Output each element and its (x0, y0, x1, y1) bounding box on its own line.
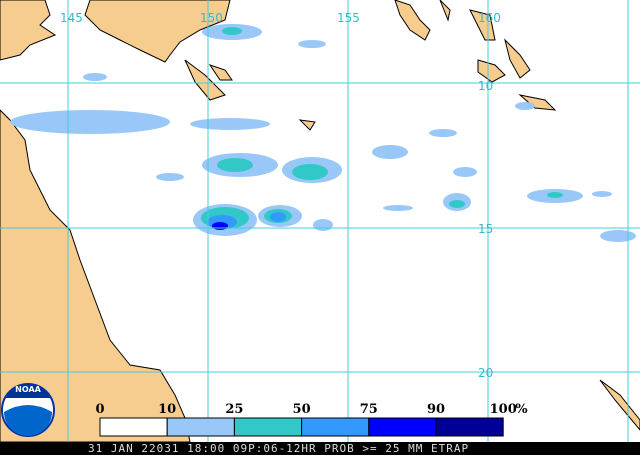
legend-swatch (166, 417, 235, 437)
legend-swatch (99, 417, 168, 437)
lon-label: 155 (337, 11, 360, 25)
lat-label: 15 (478, 222, 493, 236)
legend-swatch (435, 417, 504, 437)
noaa-logo: NOAA (1, 383, 55, 437)
legend-unit: % (515, 402, 528, 417)
legend-tick: 50 (293, 402, 311, 417)
legend-tick: 100 (490, 402, 517, 417)
legend-swatch (233, 417, 303, 437)
legend-tick: 75 (360, 402, 378, 417)
precip-areas (10, 24, 636, 242)
legend-tick: 0 (95, 402, 104, 417)
lat-label: 20 (478, 366, 493, 380)
legend-swatch (301, 417, 370, 437)
legend: 0 10 25 50 75 90 100% (95, 402, 528, 437)
legend-tick: 10 (158, 402, 176, 417)
lon-label: 150 (200, 11, 223, 25)
lon-label: 145 (60, 11, 83, 25)
logo-text: NOAA (15, 385, 41, 394)
footer-bar (0, 442, 640, 455)
lat-label: 10 (478, 79, 493, 93)
lon-label: 160 (478, 11, 501, 25)
graticule (0, 0, 640, 442)
footer-text: 31 JAN 22031 18:00 09P:06-12HR PROB >= 2… (88, 442, 469, 455)
legend-swatch (368, 417, 437, 437)
legend-tick: 90 (427, 402, 445, 417)
land (0, 0, 640, 443)
legend-tick: 25 (225, 402, 243, 417)
